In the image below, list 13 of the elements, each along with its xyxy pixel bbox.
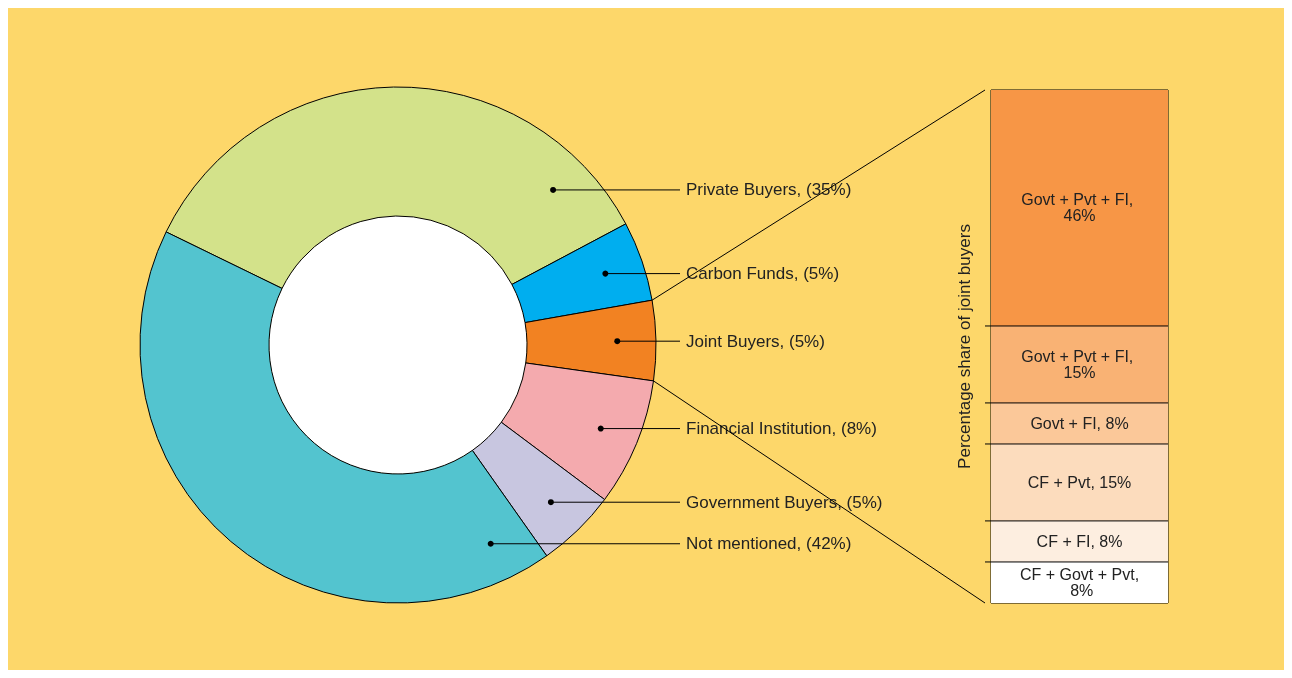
slice-label: Carbon Funds, (5%) <box>686 264 840 284</box>
y-axis-title: Percentage share of joint buyers <box>955 224 974 469</box>
bar <box>991 90 1168 326</box>
slice-label: Joint Buyers, (5%) <box>686 331 825 351</box>
bar <box>991 325 1168 403</box>
data-label: CF + FI, 8% <box>1036 532 1123 550</box>
data-label: CF + Govt + Pvt, 8% <box>1019 565 1140 599</box>
data-label: Govt + FI, 8% <box>1030 414 1129 432</box>
slice-label: Not mentioned, (42%) <box>686 534 852 554</box>
bar <box>991 443 1168 521</box>
data-label: CF + Pvt, 15% <box>1027 473 1132 491</box>
data-label: Govt + Pvt + FI, 46% <box>1021 191 1138 225</box>
data-label: Govt + Pvt + FI, 15% <box>1021 347 1138 381</box>
